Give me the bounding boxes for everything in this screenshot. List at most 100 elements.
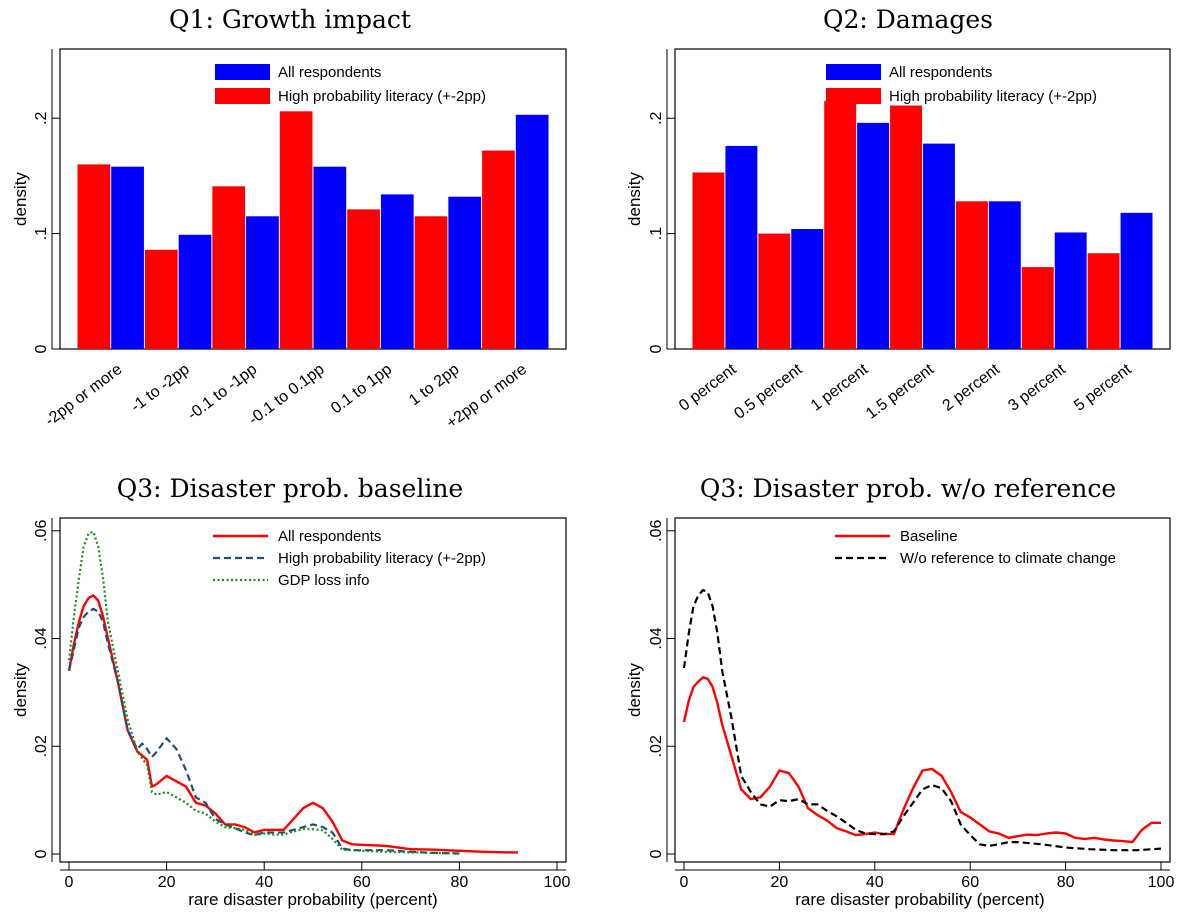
legend-label: All respondents	[278, 64, 381, 81]
x-tick-label: 2 percent	[940, 361, 1004, 415]
x-tick-label: -2pp or more	[42, 361, 125, 430]
legend-label: Baseline	[900, 528, 958, 545]
legend-swatch	[826, 88, 881, 104]
y-tick-label: .04	[648, 627, 665, 649]
chart-panel-1: Q1: Growth impact 0 .1 .2 density -2pp or mor…	[11, 5, 567, 432]
chart-panel-4: Q3: Disaster prob. w/o reference 0 .02 .04.…	[625, 474, 1174, 909]
bar-1-high-literacy	[692, 172, 725, 349]
bar-2-all-respondents	[791, 229, 824, 349]
x-tick-label: 3 percent	[1005, 361, 1069, 415]
x-tick-label: 100	[544, 874, 571, 891]
x-tick-label: 80	[451, 874, 469, 891]
x-tick-label: 0.1 to 1pp	[328, 361, 395, 417]
x-tick-label: 60	[961, 874, 979, 891]
series-line-3	[67, 530, 460, 855]
x-tick-label: 0 percent	[676, 361, 740, 415]
series-line-2	[682, 588, 1162, 852]
x-tick-label: 20	[771, 874, 789, 891]
bar-3-high-literacy	[212, 186, 246, 349]
x-tick-label: 40	[255, 874, 273, 891]
x-tick-label: 0	[65, 874, 74, 891]
plot-frame	[674, 517, 1171, 863]
x-tick-label: -1 to -2pp	[128, 361, 193, 416]
legend-label: W/o reference to climate change	[900, 550, 1116, 567]
y-tick-label: 0	[648, 849, 665, 858]
y-tick-label: 0	[33, 344, 50, 353]
legend-label: GDP loss info	[278, 572, 369, 589]
bar-5-all-respondents	[380, 194, 414, 349]
y-tick-label: .06	[33, 520, 50, 542]
bar-5-high-literacy	[347, 209, 380, 349]
legend-label: High probability literacy (+-2pp)	[278, 550, 486, 567]
series-line-2	[67, 607, 460, 855]
chart-title: Q3: Disaster prob. baseline	[117, 474, 463, 503]
chart-title: Q2: Damages	[823, 5, 993, 34]
chart-title: Q3: Disaster prob. w/o reference	[700, 474, 1116, 503]
legend: All respondents High probability literacy…	[215, 64, 486, 105]
plot-frame	[59, 48, 567, 350]
legend: Baseline W/o reference to climate change	[835, 528, 1116, 567]
y-tick-label: .02	[648, 735, 665, 757]
plot-frame	[674, 48, 1171, 350]
chart-title: Q1: Growth impact	[169, 5, 411, 34]
bar-6-high-literacy	[414, 216, 448, 349]
bar-2-high-literacy	[144, 249, 178, 349]
x-tick-label: 1 percent	[808, 361, 872, 415]
y-tick-label: .2	[33, 111, 50, 124]
x-tick-label: 5 percent	[1071, 361, 1135, 415]
legend-swatch	[215, 64, 270, 80]
bar-5-all-respondents	[988, 201, 1021, 349]
y-axis-label: density	[11, 172, 30, 226]
bar-4-high-literacy	[890, 105, 922, 350]
x-tick-label: 1 to 2pp	[406, 361, 462, 409]
legend: All respondents High probability literacy…	[213, 528, 486, 589]
bar-2-high-literacy	[758, 233, 791, 349]
x-tick-label: 20	[158, 874, 176, 891]
bar-4-all-respondents	[923, 143, 955, 349]
chart-panel-3: Q3: Disaster prob. baseline 0 .02 .04 .06 den…	[11, 474, 570, 909]
legend-swatch	[826, 64, 881, 80]
bar-6-high-literacy	[1021, 267, 1054, 349]
bar-2-all-respondents	[178, 234, 212, 349]
y-axis-label: density	[625, 172, 644, 226]
bar-3-all-respondents	[246, 216, 279, 349]
series-line-1	[67, 594, 518, 854]
bar-4-high-literacy	[279, 111, 313, 349]
bar-6-all-respondents	[448, 196, 482, 349]
bar-7-all-respondents	[1120, 212, 1153, 349]
y-tick-label: .1	[648, 227, 665, 240]
x-tick-label: 100	[1148, 874, 1175, 891]
legend-label: High probability literacy (+-2pp)	[278, 88, 486, 105]
x-tick-label: 1.5 percent	[863, 361, 938, 423]
x-axis-label: rare disaster probability (percent)	[795, 890, 1044, 909]
series-line-1	[682, 676, 1161, 844]
bar-3-all-respondents	[857, 122, 890, 349]
legend-label: All respondents	[278, 528, 381, 545]
y-tick-label: 0	[648, 344, 665, 353]
x-tick-label: 40	[866, 874, 884, 891]
bar-7-high-literacy	[1087, 253, 1120, 349]
bar-6-all-respondents	[1054, 232, 1087, 349]
y-axis-label: density	[625, 663, 644, 717]
y-tick-label: .1	[33, 227, 50, 240]
legend-swatch	[215, 88, 270, 104]
bar-3-high-literacy	[824, 100, 857, 349]
bar-1-all-respondents	[111, 166, 144, 349]
y-tick-label: 0	[33, 849, 50, 858]
y-axis-label: density	[11, 663, 30, 717]
bar-7-high-literacy	[482, 150, 515, 349]
legend: All respondents High probability literacy…	[826, 64, 1097, 105]
y-tick-label: .04	[33, 627, 50, 649]
bar-4-all-respondents	[313, 166, 347, 349]
x-tick-label: 0.5 percent	[731, 361, 806, 423]
bar-1-all-respondents	[725, 145, 758, 349]
y-tick-label: .06	[648, 520, 665, 542]
bar-1-high-literacy	[77, 164, 111, 349]
x-tick-label: -0.1 to 0.1pp	[246, 361, 328, 429]
x-tick-label: 60	[353, 874, 371, 891]
legend-label: All respondents	[889, 64, 992, 81]
x-axis-label: rare disaster probability (percent)	[188, 890, 437, 909]
bar-7-all-respondents	[515, 114, 549, 350]
y-tick-label: .02	[33, 735, 50, 757]
y-tick-label: .2	[648, 111, 665, 124]
